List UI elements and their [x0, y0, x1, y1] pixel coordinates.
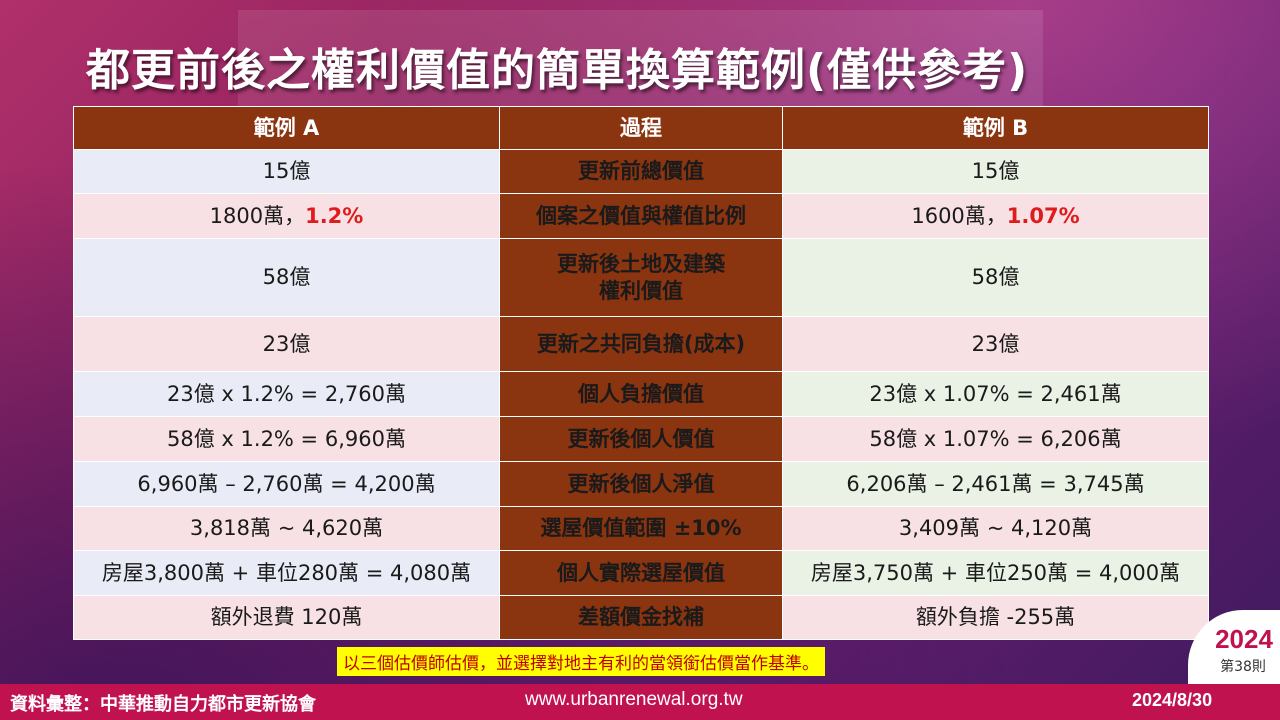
process-cell-text: 選屋價值範圍 ±10%: [540, 516, 742, 541]
footer-bar: [0, 684, 1280, 720]
header-process: 過程: [499, 106, 783, 150]
example-a-cell-text: 3,818萬 ~ 4,620萬: [189, 516, 384, 541]
example-b-cell-text: 1600萬，: [911, 203, 1007, 228]
table-row: 房屋3,800萬 + 車位280萬 = 4,080萬 個人實際選屋價值 房屋3,75…: [73, 550, 1209, 596]
process-cell-text: 更新前總價值: [578, 159, 704, 184]
example-b-cell: 23億: [782, 316, 1209, 372]
example-b-cell-text: 23億: [971, 331, 1020, 356]
process-cell-text: 個案之價值與權值比例: [536, 203, 746, 228]
example-b-cell-text: 6,206萬 – 2,461萬 = 3,745萬: [846, 471, 1145, 496]
table-row: 額外退費 120萬 差額價金找補 額外負擔 -255萬: [73, 595, 1209, 640]
table-row: 58億 更新後土地及建築 權利價值 58億: [73, 238, 1209, 317]
table-row: 3,818萬 ~ 4,620萬 選屋價值範圍 ±10% 3,409萬 ~ 4,120…: [73, 506, 1209, 551]
process-cell: 更新前總價值: [499, 149, 783, 194]
process-cell-text: 更新後土地及建築 權利價值: [557, 252, 725, 303]
process-cell-text: 更新後個人淨值: [567, 471, 715, 496]
example-a-cell-text: 58億 x 1.2% = 6,960萬: [167, 426, 406, 451]
process-cell: 個人實際選屋價值: [499, 550, 783, 596]
footer-website-link[interactable]: www.urbanrenewal.org.tw: [525, 689, 743, 710]
example-a-cell: 58億: [73, 238, 500, 317]
example-a-cell: 15億: [73, 149, 500, 194]
example-b-cell: 額外負擔 -255萬: [782, 595, 1209, 640]
table-row: 58億 x 1.2% = 6,960萬 更新後個人價值 58億 x 1.07% = …: [73, 416, 1209, 462]
value-conversion-table: 範例 A 過程 範例 B 15億 更新前總價值 15億 1800萬，1.2% 個案之價值…: [73, 106, 1209, 640]
table-row: 15億 更新前總價值 15億: [73, 149, 1209, 194]
example-b-cell-text: 房屋3,750萬 + 車位250萬 = 4,000萬: [810, 560, 1181, 585]
example-b-cell: 1600萬，1.07%: [782, 193, 1209, 239]
example-a-cell: 58億 x 1.2% = 6,960萬: [73, 416, 500, 462]
process-cell-text: 差額價金找補: [578, 605, 704, 630]
table-row: 1800萬，1.2% 個案之價值與權值比例 1600萬，1.07%: [73, 193, 1209, 239]
process-cell: 個案之價值與權值比例: [499, 193, 783, 239]
highlight-ratio: 1.07%: [1006, 203, 1080, 228]
example-a-cell-text: 6,960萬 – 2,760萬 = 4,200萬: [137, 471, 436, 496]
example-b-cell: 房屋3,750萬 + 車位250萬 = 4,000萬: [782, 550, 1209, 596]
example-a-cell-text: 15億: [262, 159, 311, 184]
table-row: 23億 x 1.2% = 2,760萬 個人負擔價值 23億 x 1.07% = 2…: [73, 371, 1209, 417]
process-cell: 選屋價值範圍 ±10%: [499, 506, 783, 551]
example-b-cell: 6,206萬 – 2,461萬 = 3,745萬: [782, 461, 1209, 507]
example-b-cell: 3,409萬 ~ 4,120萬: [782, 506, 1209, 551]
example-a-cell-text: 1800萬，: [209, 203, 306, 228]
example-b-cell-text: 15億: [971, 159, 1020, 184]
header-example-a: 範例 A: [73, 106, 500, 150]
footer-source: 資料彙整：中華推動自力都市更新協會: [10, 694, 316, 715]
example-b-cell-text: 58億 x 1.07% = 6,206萬: [869, 426, 1122, 451]
example-b-cell: 15億: [782, 149, 1209, 194]
example-b-cell: 23億 x 1.07% = 2,461萬: [782, 371, 1209, 417]
example-b-cell-text: 3,409萬 ~ 4,120萬: [898, 516, 1093, 541]
example-b-cell: 58億 x 1.07% = 6,206萬: [782, 416, 1209, 462]
example-a-cell: 額外退費 120萬: [73, 595, 500, 640]
footer-date: 2024/8/30: [1132, 690, 1213, 710]
example-a-cell: 23億 x 1.2% = 2,760萬: [73, 371, 500, 417]
process-cell-text: 更新之共同負擔(成本): [536, 331, 746, 356]
table-row: 6,960萬 – 2,760萬 = 4,200萬 更新後個人淨值 6,206萬 – …: [73, 461, 1209, 507]
example-a-cell-text: 58億: [262, 265, 311, 290]
example-a-cell: 房屋3,800萬 + 車位280萬 = 4,080萬: [73, 550, 500, 596]
example-a-cell-text: 23億: [262, 331, 311, 356]
process-cell: 更新之共同負擔(成本): [499, 316, 783, 372]
badge-year: 2024: [1215, 624, 1273, 654]
example-a-cell: 6,960萬 – 2,760萬 = 4,200萬: [73, 461, 500, 507]
footnote-highlight: 以三個估價師估價，並選擇對地主有利的當領銜估價當作基準。: [337, 647, 825, 676]
header-example-b: 範例 B: [782, 106, 1209, 150]
example-a-cell: 23億: [73, 316, 500, 372]
page-title: 都更前後之權利價值的簡單換算範例(僅供參考): [86, 45, 1029, 96]
table-row: 23億 更新之共同負擔(成本) 23億: [73, 316, 1209, 372]
process-cell: 差額價金找補: [499, 595, 783, 640]
process-cell: 更新後個人價值: [499, 416, 783, 462]
process-cell: 個人負擔價值: [499, 371, 783, 417]
example-b-cell-text: 58億: [971, 265, 1020, 290]
example-a-cell: 3,818萬 ~ 4,620萬: [73, 506, 500, 551]
example-a-cell-text: 房屋3,800萬 + 車位280萬 = 4,080萬: [101, 560, 472, 585]
process-cell-text: 個人負擔價值: [578, 381, 704, 406]
example-a-cell-text: 額外退費 120萬: [210, 605, 363, 630]
process-cell: 更新後土地及建築 權利價值: [499, 238, 783, 317]
example-b-cell-text: 額外負擔 -255萬: [915, 605, 1076, 630]
process-cell-text: 個人實際選屋價值: [557, 560, 725, 585]
example-b-cell: 58億: [782, 238, 1209, 317]
example-b-cell-text: 23億 x 1.07% = 2,461萬: [869, 381, 1122, 406]
table-header-row: 範例 A 過程 範例 B: [73, 106, 1209, 150]
example-a-cell: 1800萬，1.2%: [73, 193, 500, 239]
highlight-ratio: 1.2%: [305, 203, 364, 228]
process-cell-text: 更新後個人價值: [567, 426, 715, 451]
process-cell: 更新後個人淨值: [499, 461, 783, 507]
badge-episode: 第38則: [1220, 659, 1266, 675]
example-a-cell-text: 23億 x 1.2% = 2,760萬: [167, 381, 406, 406]
